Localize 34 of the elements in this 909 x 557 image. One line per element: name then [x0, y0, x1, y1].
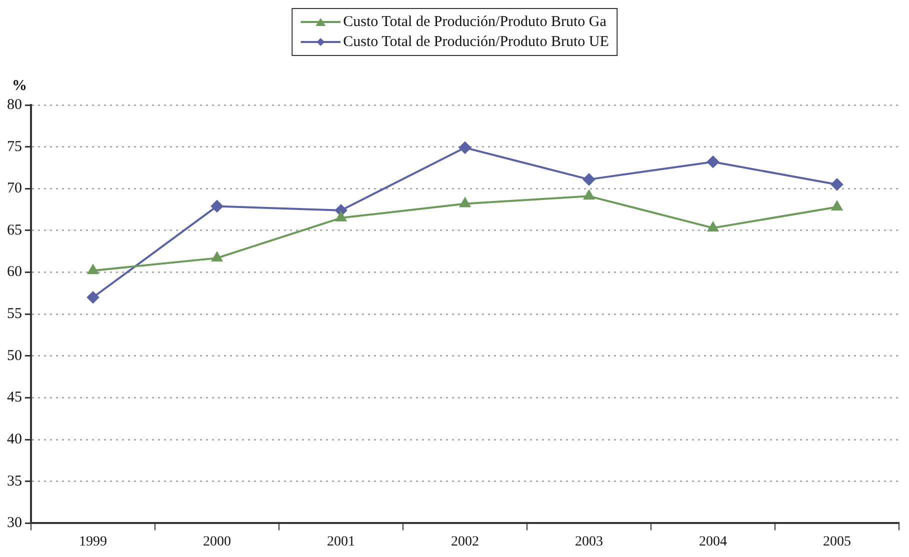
y-tick-label: 35 — [7, 473, 22, 490]
y-tick-label: 75 — [7, 138, 22, 155]
x-tick-label: 2004 — [699, 534, 727, 550]
y-tick-label: 80 — [7, 96, 22, 113]
point — [707, 156, 719, 168]
point — [584, 190, 594, 200]
y-tick-label: 40 — [7, 431, 22, 448]
y-tick-label: 60 — [7, 264, 22, 280]
point — [583, 173, 595, 186]
point — [460, 198, 470, 208]
x-tick-label: 2000 — [203, 534, 231, 550]
y-tick-label: 70 — [7, 180, 22, 197]
y-tick-label: 45 — [7, 390, 22, 406]
y-tick-label: 65 — [7, 222, 22, 238]
point — [87, 291, 99, 304]
point — [832, 201, 842, 211]
x-tick-label: 2003 — [575, 534, 603, 550]
x-tick-label: 2005 — [823, 534, 851, 550]
y-tick-label: 55 — [7, 306, 22, 322]
point — [336, 212, 346, 222]
y-tick-label: 50 — [7, 348, 22, 364]
legend-label: Custo Total de Produción/Produto Bruto Ga — [343, 13, 606, 32]
point — [88, 264, 98, 274]
y-axis-title: % — [12, 78, 27, 95]
point — [459, 142, 471, 154]
point — [211, 200, 223, 212]
point — [212, 252, 222, 262]
point — [708, 222, 718, 232]
y-tick-label: 30 — [7, 515, 22, 532]
legend-label: Custo Total de Produción/Produto Bruto UE — [343, 33, 609, 52]
x-tick-label: 2001 — [327, 534, 355, 550]
x-tick-label: 1999 — [79, 534, 107, 550]
point — [831, 178, 843, 190]
x-tick-label: 2002 — [451, 534, 479, 550]
